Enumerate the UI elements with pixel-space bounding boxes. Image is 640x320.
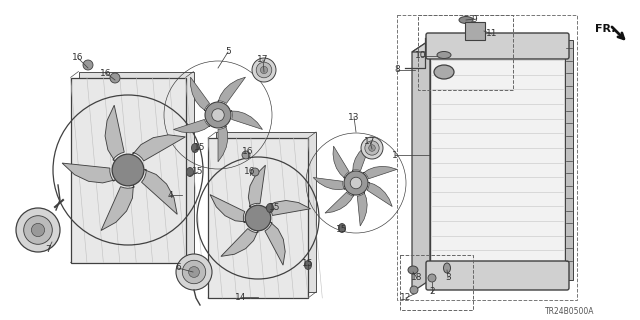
Polygon shape [141, 169, 177, 214]
Polygon shape [218, 77, 246, 103]
Ellipse shape [444, 263, 451, 273]
Circle shape [110, 73, 120, 83]
Circle shape [112, 154, 144, 186]
Ellipse shape [266, 204, 273, 212]
Polygon shape [353, 142, 371, 172]
Polygon shape [412, 40, 430, 292]
Text: 15: 15 [269, 204, 281, 212]
Text: 3: 3 [445, 274, 451, 283]
Circle shape [252, 58, 276, 82]
Circle shape [350, 177, 362, 189]
Polygon shape [191, 77, 209, 111]
Text: 4: 4 [167, 190, 173, 199]
Text: 2: 2 [429, 287, 435, 297]
Polygon shape [210, 195, 246, 222]
Circle shape [189, 267, 200, 277]
Polygon shape [357, 192, 367, 226]
Polygon shape [230, 111, 262, 130]
Text: 17: 17 [364, 138, 376, 147]
Text: 8: 8 [394, 66, 400, 75]
FancyBboxPatch shape [430, 40, 565, 280]
Circle shape [361, 137, 383, 159]
Circle shape [242, 151, 250, 159]
Ellipse shape [437, 52, 451, 59]
Circle shape [176, 254, 212, 290]
Circle shape [245, 205, 271, 231]
Text: 15: 15 [302, 260, 314, 268]
Text: 15: 15 [195, 143, 205, 153]
Polygon shape [248, 165, 266, 208]
Text: 16: 16 [100, 68, 112, 77]
Text: 16: 16 [244, 167, 256, 177]
Ellipse shape [434, 65, 454, 79]
FancyBboxPatch shape [70, 77, 186, 262]
Ellipse shape [191, 143, 198, 153]
Ellipse shape [408, 266, 418, 274]
Polygon shape [367, 182, 392, 206]
Polygon shape [313, 178, 346, 190]
Text: 7: 7 [45, 245, 51, 254]
Text: 16: 16 [72, 53, 84, 62]
FancyBboxPatch shape [565, 40, 573, 280]
Circle shape [256, 62, 272, 78]
Ellipse shape [339, 223, 346, 233]
FancyBboxPatch shape [79, 71, 193, 257]
Circle shape [205, 102, 231, 128]
Circle shape [410, 286, 418, 294]
Text: 16: 16 [243, 148, 253, 156]
Text: 10: 10 [415, 52, 427, 60]
Polygon shape [221, 228, 258, 256]
Text: 17: 17 [257, 55, 269, 65]
Text: 14: 14 [236, 292, 246, 301]
Circle shape [251, 168, 259, 176]
Circle shape [365, 141, 379, 155]
Polygon shape [101, 185, 134, 230]
Text: 15: 15 [336, 226, 348, 235]
Text: 5: 5 [225, 47, 231, 57]
FancyBboxPatch shape [216, 132, 316, 292]
Polygon shape [265, 222, 285, 265]
Ellipse shape [305, 260, 312, 269]
Polygon shape [363, 166, 397, 179]
Circle shape [24, 216, 52, 244]
Text: 11: 11 [486, 29, 498, 38]
Polygon shape [173, 119, 211, 133]
Circle shape [260, 66, 268, 74]
Polygon shape [132, 135, 186, 161]
Polygon shape [105, 105, 124, 161]
Text: 18: 18 [412, 274, 423, 283]
Circle shape [31, 223, 45, 236]
Polygon shape [62, 163, 115, 183]
Polygon shape [218, 125, 228, 162]
Text: 12: 12 [400, 293, 412, 302]
FancyBboxPatch shape [465, 22, 485, 40]
Text: 13: 13 [348, 113, 360, 122]
Circle shape [428, 274, 436, 282]
Circle shape [212, 109, 224, 121]
FancyBboxPatch shape [426, 261, 569, 290]
Polygon shape [325, 192, 354, 213]
Circle shape [344, 171, 368, 195]
Circle shape [369, 145, 375, 151]
FancyBboxPatch shape [426, 33, 569, 59]
Text: FR.: FR. [595, 24, 615, 34]
Text: 15: 15 [192, 167, 204, 177]
Text: 1: 1 [392, 150, 398, 159]
Text: 9: 9 [471, 14, 477, 23]
FancyBboxPatch shape [208, 138, 308, 298]
Polygon shape [266, 201, 310, 215]
Ellipse shape [186, 167, 193, 177]
Polygon shape [333, 146, 349, 178]
Text: 6: 6 [175, 263, 181, 273]
Polygon shape [412, 40, 565, 52]
Ellipse shape [459, 17, 473, 23]
Text: TR24B0500A: TR24B0500A [545, 308, 595, 316]
Circle shape [83, 60, 93, 70]
Circle shape [16, 208, 60, 252]
Circle shape [182, 260, 205, 284]
